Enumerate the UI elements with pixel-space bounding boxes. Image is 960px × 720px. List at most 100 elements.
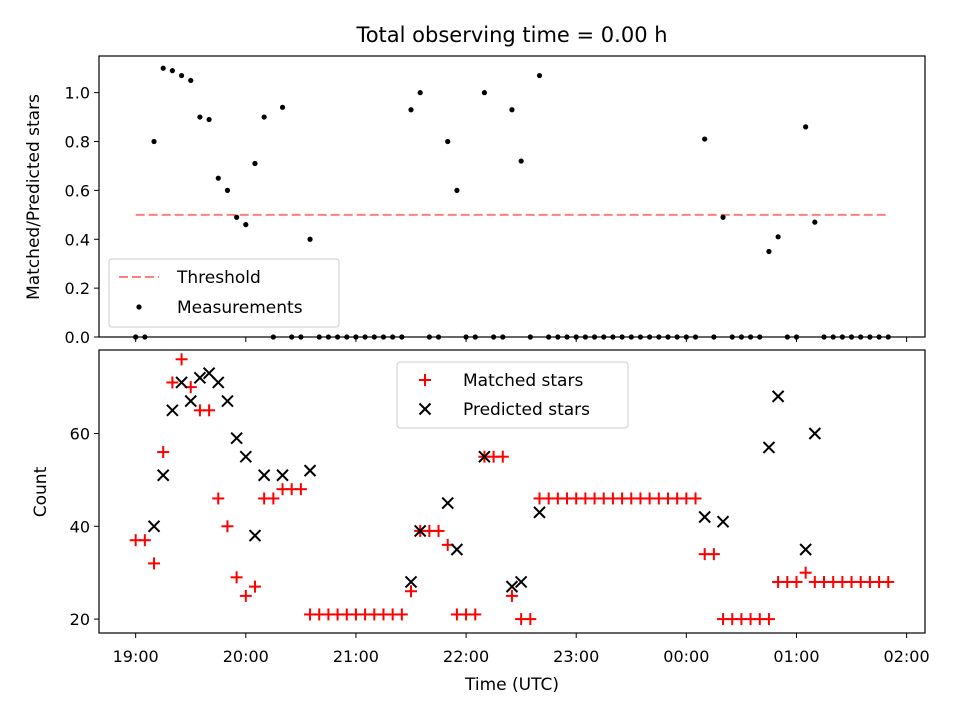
x-tick-label: 01:00: [773, 647, 819, 666]
measurement-point: [197, 114, 203, 120]
predicted-star-point: [175, 376, 188, 389]
top-y-tick-label: 0.0: [65, 328, 90, 347]
measurement-point: [243, 222, 249, 228]
top-y-tick-label: 0.4: [65, 230, 90, 249]
legend-predicted-swatch: [418, 402, 432, 416]
predicted-star-point: [716, 515, 730, 528]
x-tick-label: 22:00: [443, 647, 489, 666]
top-y-tick-label: 0.6: [65, 181, 90, 200]
top-y-tick-label: 1.0: [65, 84, 90, 103]
matched-star-point: [405, 585, 418, 598]
predicted-star-point: [193, 371, 207, 385]
measurement-point: [454, 187, 460, 193]
measurement-point: [151, 138, 157, 145]
matched-star-point: [432, 524, 445, 537]
matched-star-point: [230, 571, 243, 584]
top-y-axis-label: Matched/Predicted stars: [24, 94, 44, 300]
predicted-star-point: [404, 575, 418, 589]
bottom-legend-box: [396, 361, 629, 429]
top-y-tick-label: 0.8: [65, 133, 90, 152]
measurement-point: [178, 72, 185, 79]
matched-star-point: [505, 589, 518, 602]
measurement-point: [803, 124, 809, 130]
predicted-star-point: [184, 394, 197, 408]
predicted-star-point: [441, 496, 454, 510]
bottom-y-axis: 20 40 60: [70, 425, 99, 629]
measurement-point: [702, 136, 708, 142]
chart-title: Total observing time = 0.00 h: [355, 23, 667, 47]
matched-star-point: [790, 575, 803, 588]
top-y-tick-label: 0.2: [65, 279, 90, 298]
matched-star-point: [166, 376, 179, 389]
predicted-star-point: [147, 520, 161, 533]
measurement-point: [206, 116, 212, 123]
measurement-point: [234, 214, 240, 220]
predicted-star-point: [248, 529, 262, 542]
top-y-axis: 0.0 0.2 0.4 0.6 0.8 1.0: [65, 84, 99, 347]
matched-star-point: [157, 446, 170, 459]
bottom-y-tick-label: 40: [70, 517, 90, 536]
measurement-point: [417, 90, 423, 96]
measurement-point: [775, 234, 781, 240]
predicted-star-point: [221, 394, 234, 408]
measurement-point: [307, 236, 313, 242]
measurement-point: [188, 77, 194, 84]
bottom-plot-area: [129, 353, 895, 626]
predicted-star-point: [698, 510, 711, 524]
x-tick-label: 23:00: [553, 647, 599, 666]
matched-star-point: [221, 520, 234, 533]
measurement-point: [509, 107, 515, 113]
matched-star-point: [799, 566, 812, 579]
predicted-star-point: [450, 543, 464, 556]
matched-star-point: [882, 575, 895, 588]
matched-star-point: [239, 589, 252, 602]
legend-measurements-swatch: [136, 304, 142, 310]
matched-star-point: [203, 404, 216, 417]
predicted-star-point: [762, 441, 776, 454]
matched-star-point: [707, 548, 720, 561]
matched-star-point: [395, 608, 408, 621]
matched-star-point: [689, 492, 702, 505]
predicted-star-point: [808, 427, 822, 440]
x-tick-label: 20:00: [223, 647, 269, 666]
measurement-point: [766, 248, 772, 255]
x-tick-label: 21:00: [333, 647, 379, 666]
x-tick-label: 19:00: [113, 647, 159, 666]
matched-star-point: [496, 450, 509, 463]
bottom-y-tick-label: 20: [70, 610, 90, 629]
predicted-star-point: [505, 580, 519, 593]
measurement-point: [536, 72, 543, 79]
measurement-point: [812, 219, 818, 225]
measurement-point: [279, 104, 286, 110]
x-axis-label: Time (UTC): [464, 675, 559, 695]
predicted-star-point: [239, 450, 253, 463]
top-panel: 0.0 0.2 0.4 0.6 0.8 1.0 Matched/Predicted sta…: [24, 55, 926, 347]
predicted-star-point: [257, 469, 271, 482]
predicted-star-point: [276, 469, 289, 482]
top-legend-box: [108, 258, 340, 328]
legend-matched-label: Matched stars: [463, 371, 583, 391]
predicted-star-point: [157, 469, 170, 482]
measurement-point: [215, 175, 221, 181]
bottom-y-tick-label: 60: [70, 425, 90, 444]
bottom-y-axis-label: Count: [31, 466, 51, 517]
measurement-point: [261, 114, 267, 120]
predicted-star-point: [212, 376, 225, 389]
predicted-star-point: [202, 366, 216, 380]
measurement-point: [252, 160, 258, 167]
predicted-star-point: [303, 464, 317, 477]
predicted-star-point: [478, 450, 491, 463]
matched-star-point: [148, 557, 161, 570]
measurement-point: [169, 68, 175, 74]
matched-star-point: [248, 580, 261, 593]
top-x-ticks: [135, 337, 908, 342]
matched-star-point: [175, 353, 188, 366]
x-tick-label: 00:00: [663, 647, 709, 666]
legend-matched-swatch: [419, 374, 431, 386]
bottom-axes-frame: [98, 349, 926, 634]
predicted-star-point: [413, 524, 427, 538]
predicted-star-point: [166, 404, 179, 417]
legend-measurements-label: Measurements: [177, 298, 303, 318]
x-tick-label: 02:00: [884, 647, 930, 666]
